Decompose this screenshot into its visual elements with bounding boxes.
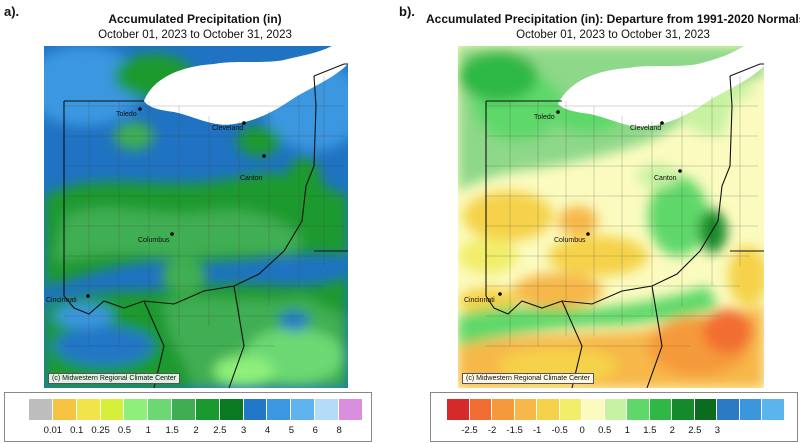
legend-swatch (338, 399, 363, 420)
legend-swatch (76, 399, 101, 420)
legend-tick-label: 1.5 (643, 425, 657, 436)
legend-tick-label: -2.5 (461, 425, 478, 436)
panel-a-legend-swatches (29, 399, 363, 420)
legend-swatch (492, 399, 515, 420)
city-cincinnati: Cincinnati (464, 297, 495, 304)
panel-b-legend: -2.5 -2 -1.5 -1 -0.5 0 0.5 1 1.5 2 2.5 3 (430, 392, 798, 442)
legend-swatch (52, 399, 77, 420)
legend-swatch (219, 399, 244, 420)
legend-tick-label: 0.5 (598, 425, 612, 436)
panel-b-subtitle: October 01, 2023 to October 31, 2023 (516, 29, 710, 41)
panel-a-cities: Toledo Cleveland Canton Columbus Cincinn… (46, 107, 266, 304)
panel-a-letter: a). (4, 4, 20, 19)
legend-swatch (627, 399, 650, 420)
city-cleveland: Cleveland (212, 125, 243, 132)
legend-swatch (148, 399, 173, 420)
panel-a-map-svg: Toledo Cleveland Canton Columbus Cincinn… (44, 46, 348, 388)
panel-a-subtitle: October 01, 2023 to October 31, 2023 (98, 29, 292, 41)
city-canton: Canton (654, 175, 677, 182)
legend-swatch (514, 399, 538, 420)
legend-swatch (315, 399, 339, 420)
panel-b-map-svg: Toledo Cleveland Canton Columbus Cincinn… (458, 46, 764, 388)
legend-swatch (469, 399, 493, 420)
city-toledo: Toledo (116, 111, 137, 118)
legend-tick-label: -0.5 (551, 425, 568, 436)
legend-tick-label: 3 (241, 425, 247, 436)
legend-swatch (267, 399, 292, 420)
city-cincinnati: Cincinnati (46, 297, 77, 304)
panel-b-cities: Toledo Cleveland Canton Columbus Cincinn… (464, 110, 682, 304)
legend-swatch (717, 399, 740, 420)
legend-swatch (694, 399, 718, 420)
panel-b-legend-ticks: -2.5 -2 -1.5 -1 -0.5 0 0.5 1 1.5 2 2.5 3 (447, 425, 785, 439)
legend-tick-label: -2 (487, 425, 497, 436)
city-cleveland: Cleveland (630, 125, 661, 132)
legend-tick-label: 2.5 (688, 425, 702, 436)
legend-tick-label: 3 (714, 425, 721, 436)
panel-a-legend-ticks: 0.01 0.1 0.25 0.5 1 1.5 2 2.5 3 4 5 6 8 (29, 425, 363, 439)
panel-b-legend-swatches (447, 399, 785, 420)
legend-tick-label: 2 (193, 425, 199, 436)
city-canton: Canton (240, 175, 263, 182)
panel-a-credit: (c) Midwestern Regional Climate Center (48, 373, 181, 384)
legend-swatch (195, 399, 220, 420)
legend-tick-label: 6 (312, 425, 318, 436)
legend-tick-label: 1 (145, 425, 151, 436)
panel-a-map: Toledo Cleveland Canton Columbus Cincinn… (44, 46, 348, 388)
legend-tick-label: 5 (288, 425, 295, 436)
legend-swatch (124, 399, 149, 420)
legend-swatch (762, 399, 785, 420)
legend-tick-label: -1 (532, 425, 542, 436)
lake-erie (558, 46, 764, 127)
legend-tick-label: -1.5 (506, 425, 523, 436)
panel-b-letter: b). (399, 4, 415, 19)
legend-tick-label: 1 (624, 425, 630, 436)
panel-b-credit: (c) Midwestern Regional Climate Center (462, 373, 595, 384)
city-toledo: Toledo (534, 114, 555, 121)
legend-tick-label: 8 (336, 425, 342, 436)
lake-erie (144, 46, 348, 125)
legend-tick-label: 0.25 (91, 425, 110, 436)
legend-tick-label: 2 (669, 425, 675, 436)
panel-a-title: Accumulated Precipitation (in) (108, 12, 282, 26)
legend-tick-label: 0.5 (117, 425, 132, 436)
panel-b-map: Toledo Cleveland Canton Columbus Cincinn… (458, 46, 764, 388)
legend-swatch (537, 399, 560, 420)
legend-swatch (604, 399, 628, 420)
legend-swatch (243, 399, 268, 420)
city-columbus: Columbus (554, 237, 586, 244)
legend-swatch (29, 399, 53, 420)
city-columbus: Columbus (138, 237, 170, 244)
legend-swatch (739, 399, 763, 420)
legend-tick-label: 0.01 (43, 425, 63, 436)
legend-swatch (100, 399, 125, 420)
legend-tick-label: 2.5 (213, 425, 227, 436)
panel-b-title: Accumulated Precipitation (in): Departur… (426, 12, 800, 26)
legend-swatch (672, 399, 695, 420)
legend-swatch (649, 399, 673, 420)
legend-swatch (447, 399, 470, 420)
legend-tick-label: 4 (264, 425, 271, 436)
legend-swatch (559, 399, 583, 420)
legend-tick-label: 1.5 (165, 425, 179, 436)
legend-tick-label: 0 (579, 425, 585, 436)
legend-tick-label: 0.1 (70, 425, 84, 436)
panel-a-legend: 0.01 0.1 0.25 0.5 1 1.5 2 2.5 3 4 5 6 8 (4, 392, 372, 442)
legend-swatch (172, 399, 196, 420)
legend-swatch (291, 399, 316, 420)
legend-swatch (582, 399, 605, 420)
